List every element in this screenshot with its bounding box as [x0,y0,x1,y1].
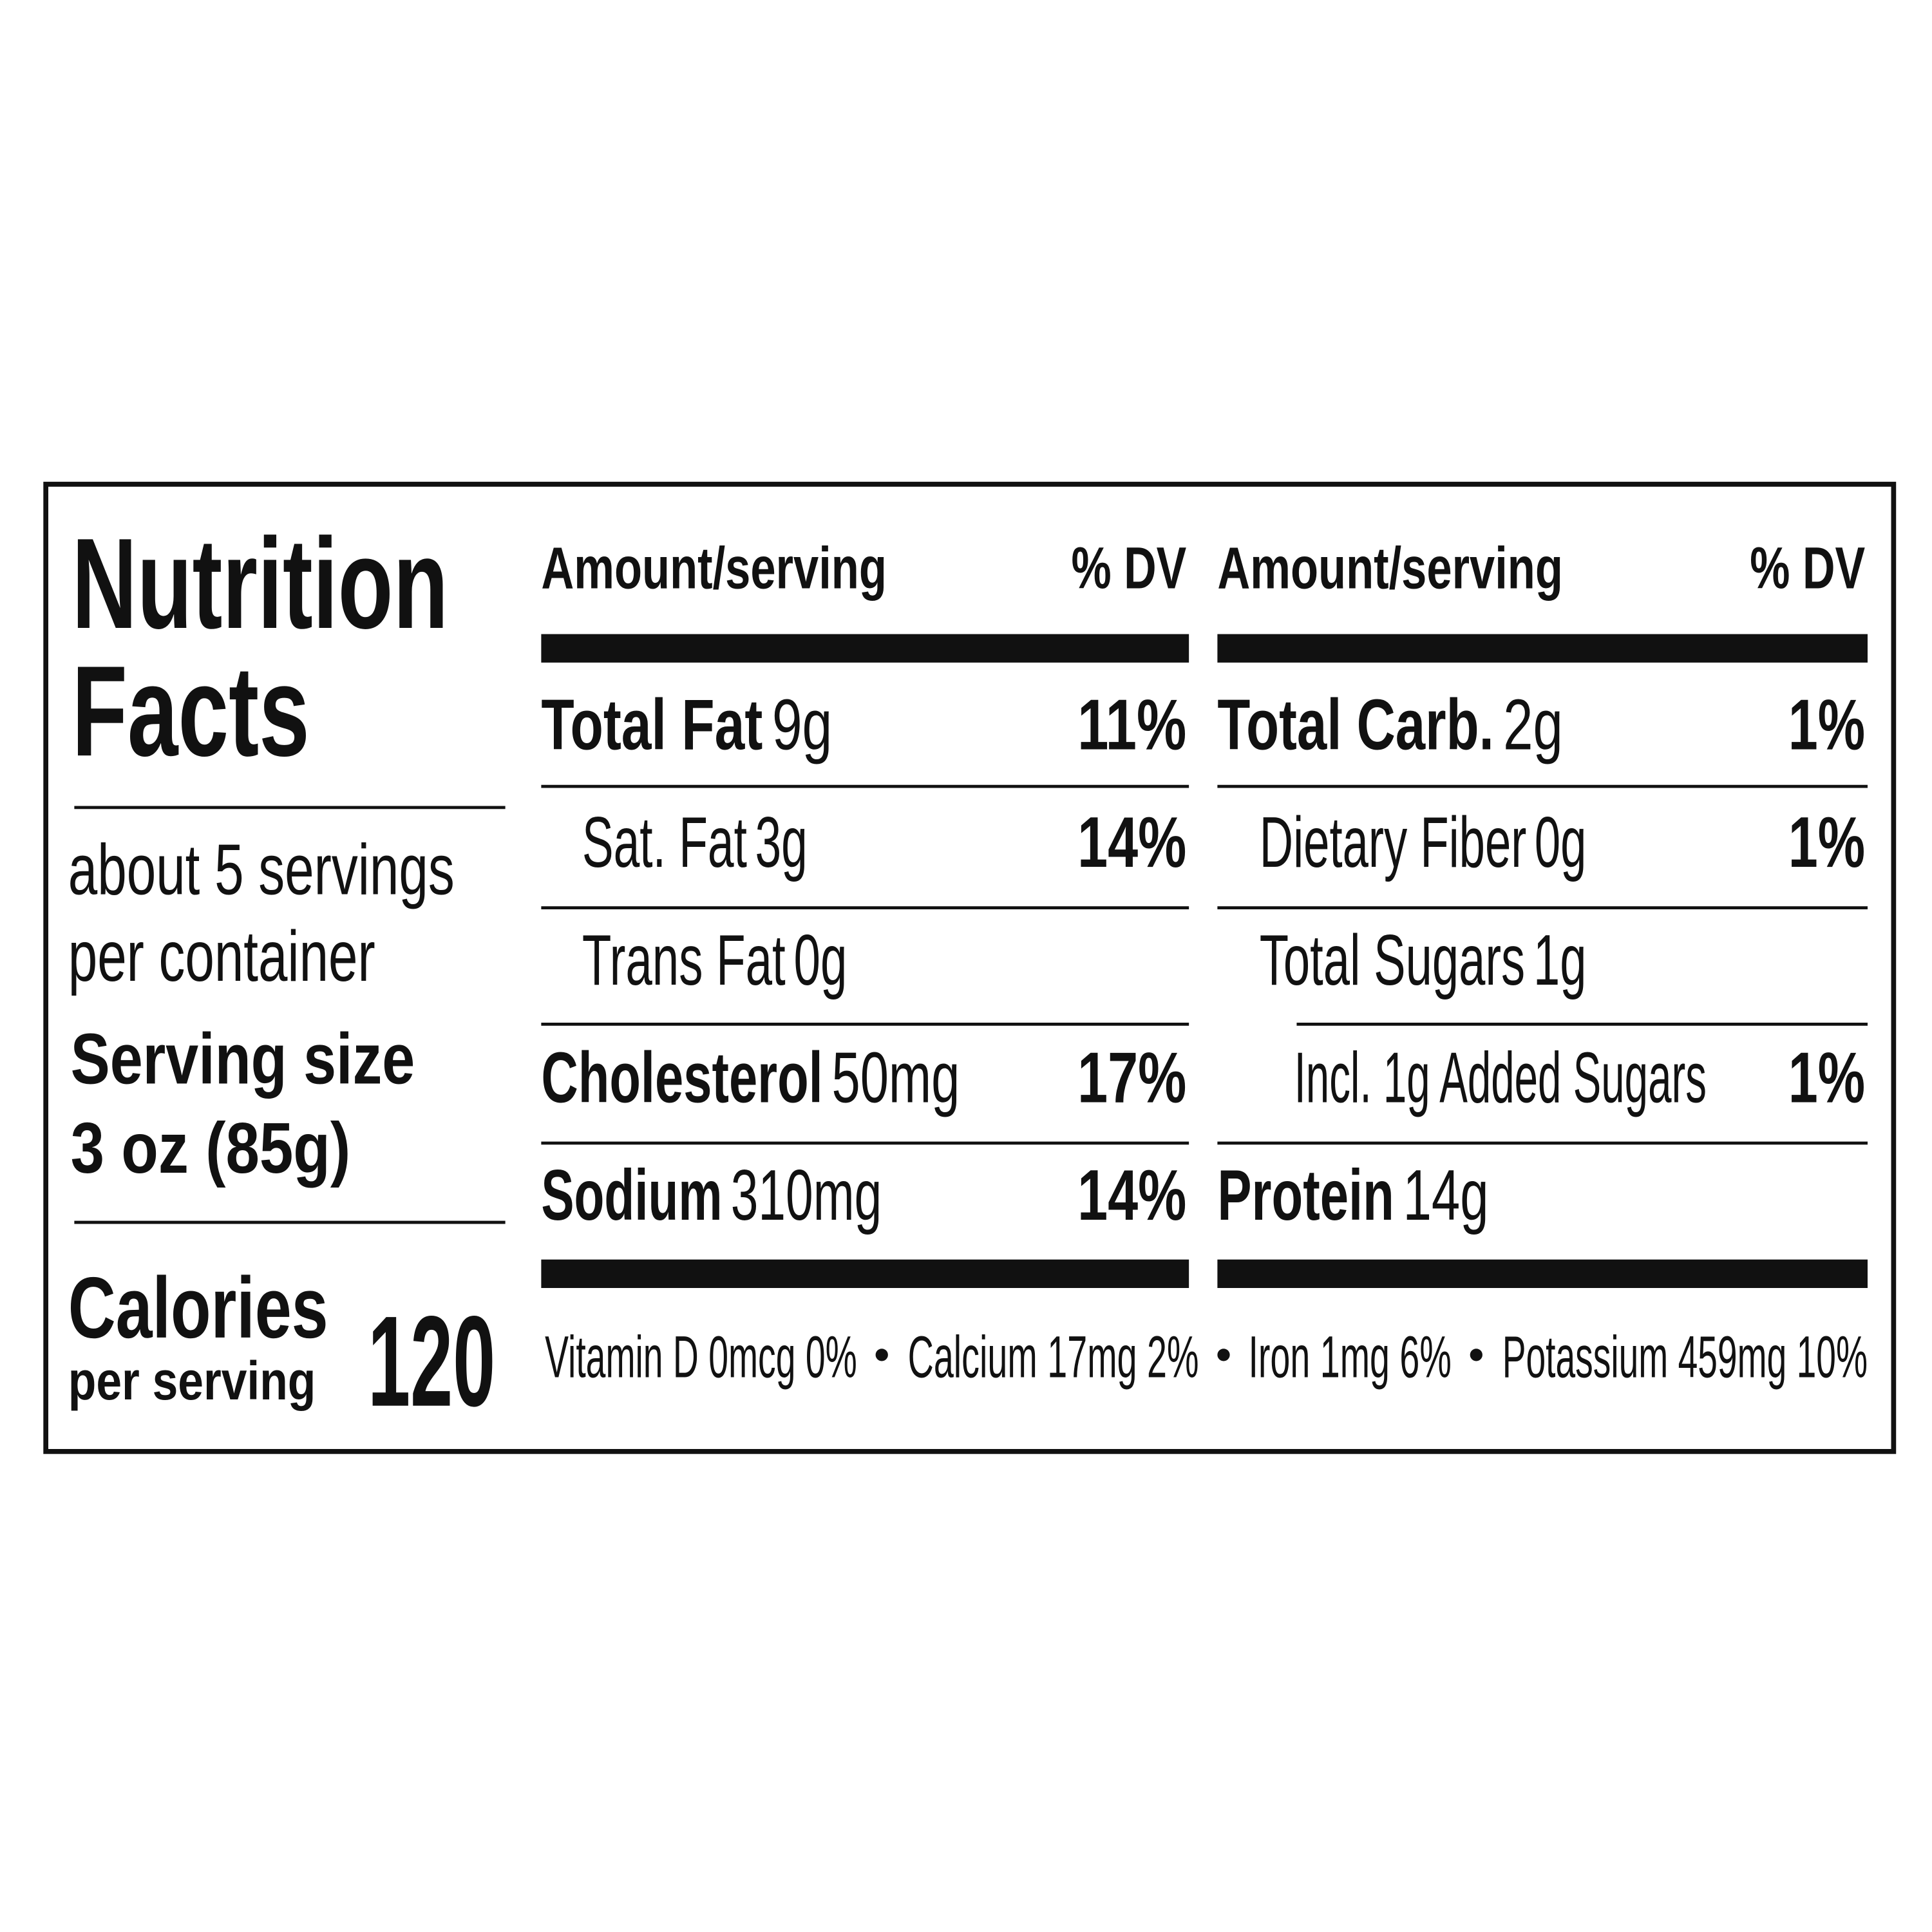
daily-value: 14% [1077,802,1186,882]
title: Nutrition [72,512,449,656]
daily-value: 1% [1788,1037,1865,1118]
nutrient-amount: 2g [1503,684,1563,764]
nutrient-amount: 50mg [831,1037,960,1118]
nutrient-amount: 310mg [731,1155,882,1235]
thick-bar [541,634,1189,663]
nutrient-amount: 3g [755,802,808,882]
servings: per container [68,916,375,996]
daily-value: 1% [1788,802,1865,882]
servings: about 5 servings [68,829,455,909]
thick-bar [541,1259,1189,1288]
nutrient-amount: 0g [794,920,848,1000]
daily-value: 17% [1077,1037,1186,1118]
column-header: % DV [1750,534,1865,601]
nutrient-name: Trans Fat [582,920,786,1000]
daily-value: 11% [1077,684,1186,764]
nutrient-name: Incl. 1g Added Sugars [1294,1037,1707,1118]
footer-item: Iron 1mg 6% [1248,1323,1451,1390]
nutrient-row: Trans Fat0g [582,920,848,1000]
nutrient-row: Incl. 1g Added Sugars [1294,1037,1707,1118]
label-border [43,482,1897,1454]
bullet [1470,1349,1482,1361]
column-header: % DV [1071,534,1186,601]
calories-sublabel: per serving [68,1350,316,1411]
nutrient-name: Cholesterol [541,1037,822,1118]
nutrient-row: Dietary Fiber0g [1260,802,1587,882]
nutrient-amount: 14g [1403,1155,1489,1235]
nutrient-row: Cholesterol50mg [541,1037,960,1118]
nutrient-amount: 1g [1533,920,1587,1000]
serving-size-label: Serving size [71,1019,415,1099]
daily-value: 14% [1077,1155,1186,1235]
nutrient-row: Sat. Fat3g [582,802,808,882]
serving-size-value: 3 oz (85g) [71,1108,351,1188]
footer-item: Vitamin D 0mcg 0% [545,1323,857,1390]
nutrient-amount: 0g [1535,802,1587,882]
nutrient-row: Sodium310mg [541,1155,882,1235]
nutrient-name: Total Fat [541,684,762,764]
nutrient-row: Total Sugars1g [1260,920,1587,1000]
column-header: Amount/serving [1217,534,1563,601]
title: Facts [72,639,310,783]
nutrient-name: Sodium [541,1155,722,1235]
footer-item: Calcium 17mg 2% [908,1323,1199,1390]
nutrient-row: Protein14g [1217,1155,1488,1235]
nutrient-name: Protein [1217,1155,1394,1235]
nutrient-amount: 9g [772,684,832,764]
nutrient-row: Total Carb.2g [1217,684,1563,764]
footer-item: Potassium 459mg 10% [1502,1323,1868,1390]
bullet [875,1349,888,1361]
calories-value: 120 [368,1290,495,1434]
column-header: Amount/serving [541,534,887,601]
daily-value: 1% [1788,684,1865,764]
nutrient-name: Total Sugars [1260,920,1525,1000]
nutrient-name: Total Carb. [1217,684,1493,764]
thick-bar [1217,634,1868,663]
nutrient-name: Sat. Fat [582,802,747,882]
nutrient-row: Total Fat9g [541,684,832,764]
nutrient-name: Dietary Fiber [1260,802,1527,882]
thick-bar [1217,1259,1868,1288]
calories-label: Calories [68,1259,328,1356]
bullet [1217,1349,1230,1361]
